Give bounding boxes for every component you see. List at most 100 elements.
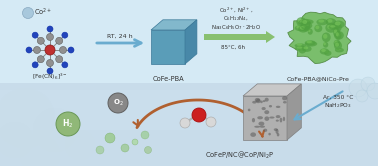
Ellipse shape bbox=[280, 118, 282, 123]
Ellipse shape bbox=[304, 23, 312, 29]
Ellipse shape bbox=[304, 46, 308, 49]
Ellipse shape bbox=[0, 88, 55, 148]
Ellipse shape bbox=[302, 21, 309, 25]
Ellipse shape bbox=[302, 25, 307, 29]
Ellipse shape bbox=[252, 101, 257, 104]
Ellipse shape bbox=[334, 22, 342, 32]
Ellipse shape bbox=[335, 22, 341, 26]
Ellipse shape bbox=[298, 45, 306, 54]
Text: CoFe-PBA@NiCo-Pre: CoFe-PBA@NiCo-Pre bbox=[287, 77, 349, 82]
Ellipse shape bbox=[334, 41, 342, 50]
Ellipse shape bbox=[132, 139, 138, 145]
Ellipse shape bbox=[264, 116, 269, 121]
Text: 85°C, 6h: 85°C, 6h bbox=[221, 44, 245, 49]
Ellipse shape bbox=[327, 24, 333, 29]
Ellipse shape bbox=[276, 106, 280, 108]
Ellipse shape bbox=[282, 96, 287, 100]
Ellipse shape bbox=[321, 49, 326, 52]
FancyBboxPatch shape bbox=[204, 34, 266, 40]
Polygon shape bbox=[185, 20, 197, 64]
Ellipse shape bbox=[300, 20, 307, 23]
Ellipse shape bbox=[298, 25, 308, 33]
FancyBboxPatch shape bbox=[0, 83, 378, 166]
Ellipse shape bbox=[32, 32, 38, 38]
Text: [Fe(CN)$_6$]$^{3-}$: [Fe(CN)$_6$]$^{3-}$ bbox=[32, 72, 68, 82]
Ellipse shape bbox=[62, 32, 68, 38]
Ellipse shape bbox=[277, 133, 279, 136]
Ellipse shape bbox=[62, 62, 68, 68]
Ellipse shape bbox=[144, 147, 152, 154]
Ellipse shape bbox=[252, 118, 255, 122]
Ellipse shape bbox=[298, 18, 303, 23]
Ellipse shape bbox=[296, 26, 302, 29]
Ellipse shape bbox=[305, 23, 309, 26]
Ellipse shape bbox=[263, 129, 267, 132]
Ellipse shape bbox=[301, 22, 310, 30]
Ellipse shape bbox=[276, 115, 280, 118]
Ellipse shape bbox=[336, 48, 341, 50]
Ellipse shape bbox=[263, 100, 265, 102]
Ellipse shape bbox=[322, 33, 331, 42]
Ellipse shape bbox=[307, 41, 312, 43]
Ellipse shape bbox=[264, 110, 269, 114]
Ellipse shape bbox=[26, 47, 32, 53]
Ellipse shape bbox=[335, 24, 339, 29]
Ellipse shape bbox=[305, 40, 316, 46]
Ellipse shape bbox=[320, 48, 329, 55]
Text: C$_6$H$_{12}$N$_4$,: C$_6$H$_{12}$N$_4$, bbox=[223, 15, 249, 23]
Ellipse shape bbox=[307, 42, 313, 44]
Ellipse shape bbox=[314, 25, 322, 32]
Polygon shape bbox=[288, 12, 351, 64]
Ellipse shape bbox=[296, 17, 306, 26]
Ellipse shape bbox=[335, 48, 344, 52]
Ellipse shape bbox=[308, 29, 313, 35]
Ellipse shape bbox=[361, 77, 375, 91]
Ellipse shape bbox=[334, 40, 341, 47]
Ellipse shape bbox=[141, 131, 149, 139]
Ellipse shape bbox=[335, 31, 341, 40]
Ellipse shape bbox=[298, 20, 311, 25]
Ellipse shape bbox=[302, 20, 307, 24]
Ellipse shape bbox=[327, 19, 333, 23]
Text: CoFeP/NC@CoP/Ni$_2$P: CoFeP/NC@CoP/Ni$_2$P bbox=[205, 149, 275, 161]
Ellipse shape bbox=[276, 120, 279, 122]
Ellipse shape bbox=[56, 56, 63, 63]
Text: Ar, 350 °C: Ar, 350 °C bbox=[323, 94, 353, 99]
Ellipse shape bbox=[325, 51, 329, 54]
Ellipse shape bbox=[283, 101, 287, 103]
Ellipse shape bbox=[336, 32, 339, 37]
Ellipse shape bbox=[254, 126, 260, 128]
Ellipse shape bbox=[305, 41, 317, 47]
Ellipse shape bbox=[259, 122, 264, 126]
Ellipse shape bbox=[295, 46, 306, 51]
Ellipse shape bbox=[250, 132, 256, 137]
Ellipse shape bbox=[303, 21, 306, 23]
FancyBboxPatch shape bbox=[0, 90, 378, 130]
Ellipse shape bbox=[47, 68, 53, 74]
Ellipse shape bbox=[260, 125, 265, 128]
Ellipse shape bbox=[330, 25, 335, 28]
Text: RT, 24 h: RT, 24 h bbox=[107, 34, 133, 39]
Ellipse shape bbox=[20, 135, 60, 166]
Ellipse shape bbox=[328, 25, 339, 30]
Ellipse shape bbox=[260, 101, 263, 103]
Ellipse shape bbox=[206, 117, 216, 127]
Polygon shape bbox=[243, 96, 287, 140]
Ellipse shape bbox=[323, 42, 326, 45]
Polygon shape bbox=[243, 84, 301, 96]
Ellipse shape bbox=[326, 18, 336, 26]
Ellipse shape bbox=[47, 26, 53, 32]
Ellipse shape bbox=[318, 19, 324, 23]
Ellipse shape bbox=[302, 25, 306, 27]
Ellipse shape bbox=[300, 26, 305, 30]
Ellipse shape bbox=[334, 41, 338, 44]
Ellipse shape bbox=[46, 59, 54, 67]
Ellipse shape bbox=[299, 46, 303, 50]
Text: NaH$_2$PO$_3$: NaH$_2$PO$_3$ bbox=[324, 102, 352, 110]
Ellipse shape bbox=[297, 46, 302, 49]
Ellipse shape bbox=[294, 43, 306, 48]
Ellipse shape bbox=[269, 117, 274, 119]
FancyBboxPatch shape bbox=[0, 0, 378, 83]
Ellipse shape bbox=[108, 93, 128, 113]
Ellipse shape bbox=[301, 19, 311, 27]
